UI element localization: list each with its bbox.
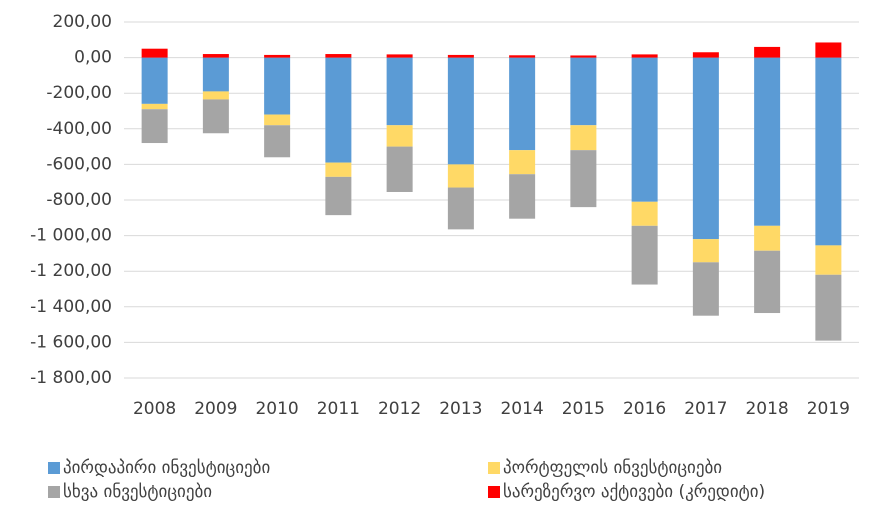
bar-segment xyxy=(202,57,229,92)
y-tick-label: -1 000,00 xyxy=(30,226,112,246)
legend-label: პორტფელის ინვესტიციები xyxy=(503,458,722,478)
x-tick-label: 2009 xyxy=(194,399,237,419)
x-tick-label: 2016 xyxy=(623,399,666,419)
y-tick-label: -200,00 xyxy=(46,83,112,103)
x-tick-label: 2012 xyxy=(378,399,421,419)
legend-swatch xyxy=(488,486,500,498)
x-tick-label: 2013 xyxy=(439,399,482,419)
bar-segment xyxy=(141,109,168,144)
bar-segment xyxy=(386,125,413,147)
bar-segment xyxy=(570,150,597,208)
bar-segment xyxy=(386,146,413,192)
bar-segment xyxy=(754,225,781,251)
bar-segment xyxy=(447,54,474,58)
bar-segment xyxy=(815,57,842,246)
bar-segment xyxy=(631,201,658,226)
bar-segment xyxy=(692,262,719,316)
legend-label: პირდაპირი ინვესტიციები xyxy=(63,458,270,478)
bar-segment xyxy=(754,57,781,226)
bar-segment xyxy=(754,250,781,314)
y-tick-label: -1 400,00 xyxy=(30,297,112,317)
x-tick-label: 2010 xyxy=(255,399,298,419)
bar-segment xyxy=(815,274,842,341)
bar-segment xyxy=(631,225,658,285)
bar-segment xyxy=(570,125,597,151)
x-tick-label: 2011 xyxy=(317,399,360,419)
bar-segment xyxy=(325,176,352,216)
bar-segment xyxy=(264,114,291,126)
bar-segment xyxy=(202,91,229,100)
legend-label: სარეზერვო აქტივები (კრედიტი) xyxy=(503,482,765,502)
bar-segment xyxy=(202,99,229,134)
y-tick-label: -1 200,00 xyxy=(30,261,112,281)
y-tick-label: 200,00 xyxy=(53,12,112,32)
x-tick-label: 2018 xyxy=(745,399,788,419)
bar-segment xyxy=(509,57,536,151)
bar-segment xyxy=(815,42,842,58)
bar-segment xyxy=(325,54,352,58)
bar-segment xyxy=(570,55,597,58)
bar-segment xyxy=(325,57,352,163)
bar-segment xyxy=(692,57,719,240)
y-tick-label: -400,00 xyxy=(46,119,112,139)
y-tick-label: 0,00 xyxy=(74,48,112,68)
bar-segment xyxy=(692,239,719,263)
bar-segment xyxy=(570,57,597,126)
bar-segment xyxy=(386,57,413,126)
bar-segment xyxy=(325,162,352,177)
bar-segment xyxy=(692,52,719,58)
bar-segment xyxy=(631,57,658,202)
x-tick-label: 2015 xyxy=(562,399,605,419)
x-tick-label: 2014 xyxy=(500,399,543,419)
y-tick-label: -600,00 xyxy=(46,154,112,174)
x-tick-label: 2008 xyxy=(133,399,176,419)
bar-segment xyxy=(447,164,474,188)
y-tick-label: -1 800,00 xyxy=(30,368,112,388)
bar-segment xyxy=(509,174,536,219)
x-tick-label: 2017 xyxy=(684,399,727,419)
bar-segment xyxy=(202,54,229,58)
bar-segment xyxy=(264,57,291,115)
bar-segment xyxy=(264,125,291,158)
bar-segment xyxy=(754,46,781,58)
y-tick-label: -800,00 xyxy=(46,190,112,210)
bar-segment xyxy=(386,54,413,58)
bar-segment xyxy=(141,103,168,110)
bar-segment xyxy=(447,187,474,230)
legend-label: სხვა ინვესტიციები xyxy=(63,482,212,502)
y-tick-label: -1 600,00 xyxy=(30,332,112,352)
bar-segment xyxy=(631,54,658,58)
bar-segment xyxy=(447,57,474,165)
bar-segment xyxy=(509,55,536,58)
legend-swatch xyxy=(488,462,500,474)
legend-swatch xyxy=(48,486,60,498)
bar-segment xyxy=(509,150,536,175)
bar-segment xyxy=(141,57,168,104)
bar-segment xyxy=(264,54,291,58)
bar-segment xyxy=(815,245,842,275)
bar-segment xyxy=(141,48,168,58)
legend-swatch xyxy=(48,462,60,474)
x-tick-label: 2019 xyxy=(807,399,850,419)
